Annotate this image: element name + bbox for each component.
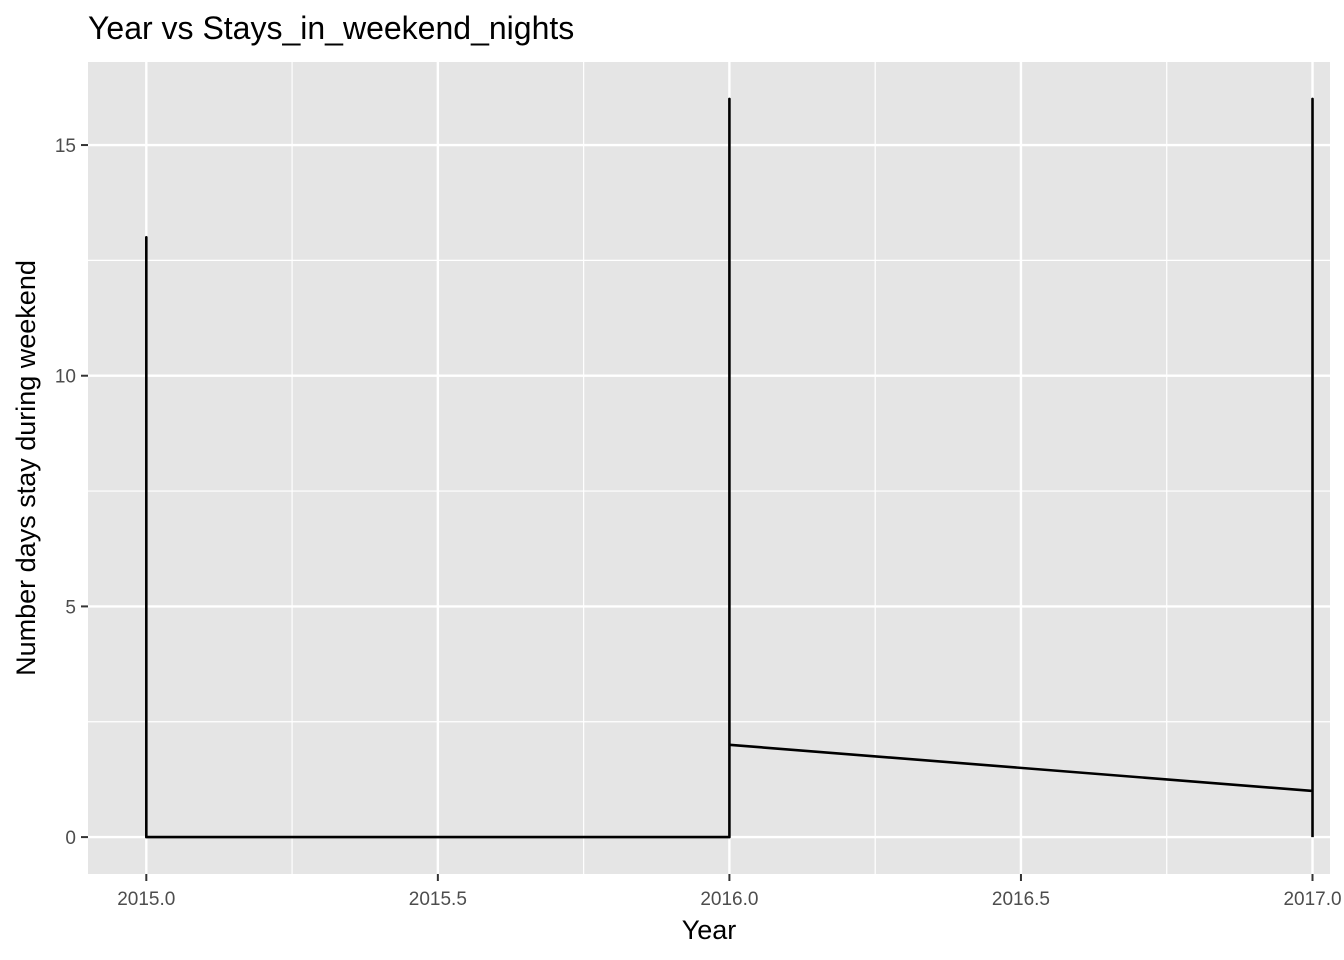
- y-tick-label: 10: [55, 367, 76, 388]
- series-layer: [145, 97, 1314, 839]
- y-axis-title: Number days stay during weekend: [11, 260, 41, 676]
- chart-title: Year vs Stays_in_weekend_nights: [88, 10, 574, 46]
- y-tick-label: 0: [65, 828, 76, 849]
- series-line-0: [145, 97, 1314, 839]
- minor-gridlines: [88, 62, 1330, 874]
- y-tick-label: 5: [65, 597, 76, 618]
- x-axis: 2015.0 2015.5 2016.0 2016.5 2017.0: [117, 874, 1342, 910]
- x-axis-title: Year: [682, 915, 737, 945]
- x-tick-label: 2017.0: [1283, 889, 1341, 910]
- x-tick-label: 2015.0: [117, 889, 175, 910]
- y-axis: 0 5 10 15: [55, 136, 88, 849]
- x-tick-label: 2016.5: [992, 889, 1050, 910]
- y-tick-label: 15: [55, 136, 76, 157]
- x-tick-label: 2015.5: [409, 889, 467, 910]
- x-tick-label: 2016.0: [700, 889, 758, 910]
- plot-panel: [88, 62, 1330, 874]
